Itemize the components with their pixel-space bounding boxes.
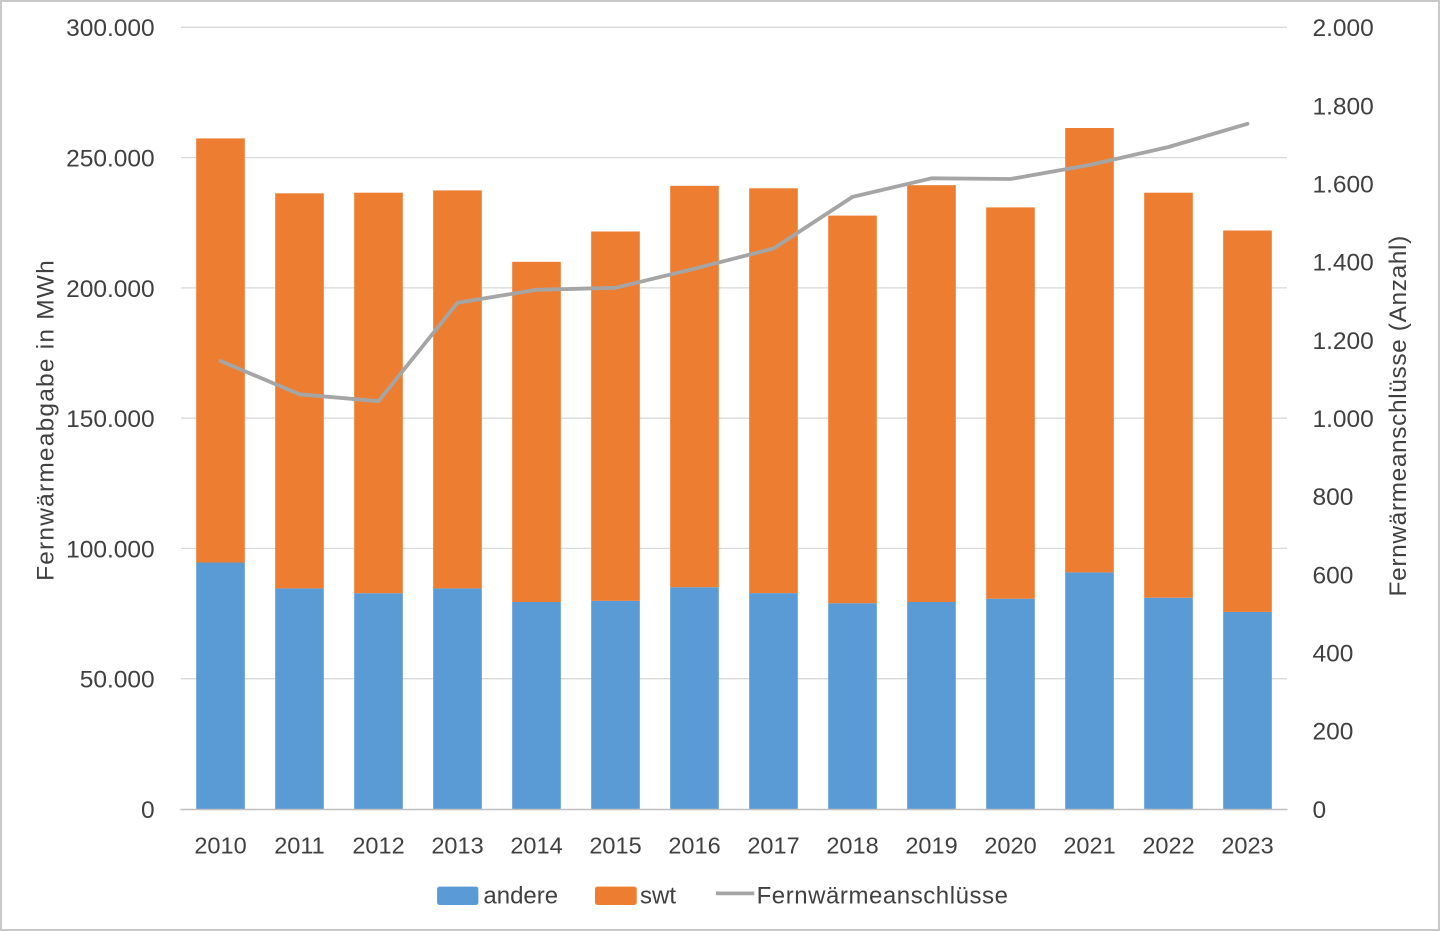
svg-text:2016: 2016	[668, 832, 720, 858]
svg-text:50.000: 50.000	[80, 667, 155, 694]
svg-text:1.200: 1.200	[1313, 328, 1374, 355]
svg-text:1.800: 1.800	[1313, 93, 1374, 120]
svg-text:2012: 2012	[352, 832, 404, 858]
svg-text:600: 600	[1313, 562, 1354, 589]
svg-text:1.600: 1.600	[1313, 172, 1374, 199]
svg-text:100.000: 100.000	[66, 536, 155, 563]
svg-text:2023: 2023	[1221, 832, 1273, 858]
svg-text:2.000: 2.000	[1313, 15, 1374, 42]
svg-text:andere: andere	[483, 883, 558, 910]
svg-text:2014: 2014	[510, 832, 562, 858]
svg-text:2013: 2013	[431, 832, 483, 858]
svg-text:swt: swt	[640, 883, 676, 910]
svg-text:0: 0	[1313, 797, 1327, 824]
svg-text:250.000: 250.000	[66, 146, 155, 173]
svg-text:2018: 2018	[826, 832, 878, 858]
svg-text:0: 0	[141, 797, 155, 824]
svg-text:2015: 2015	[589, 832, 641, 858]
svg-text:300.000: 300.000	[66, 15, 155, 42]
svg-text:2020: 2020	[984, 832, 1036, 858]
svg-text:2019: 2019	[905, 832, 957, 858]
svg-text:Fernwärmeanschlüsse (Anzahl): Fernwärmeanschlüsse (Anzahl)	[1385, 235, 1412, 596]
svg-text:Fernwärmeanschlüsse: Fernwärmeanschlüsse	[757, 883, 1009, 910]
svg-text:1.400: 1.400	[1313, 250, 1374, 277]
svg-text:800: 800	[1313, 484, 1354, 511]
svg-text:1.000: 1.000	[1313, 406, 1374, 433]
svg-text:400: 400	[1313, 641, 1354, 668]
svg-text:Fernwärmeabgabe in MWh: Fernwärmeabgabe in MWh	[32, 259, 59, 581]
svg-text:2021: 2021	[1063, 832, 1115, 858]
svg-text:2017: 2017	[747, 832, 799, 858]
svg-text:200.000: 200.000	[66, 276, 155, 303]
svg-text:2022: 2022	[1142, 832, 1194, 858]
svg-text:150.000: 150.000	[66, 406, 155, 433]
svg-text:200: 200	[1313, 719, 1354, 746]
svg-text:2010: 2010	[194, 832, 246, 858]
svg-text:2011: 2011	[274, 832, 325, 858]
